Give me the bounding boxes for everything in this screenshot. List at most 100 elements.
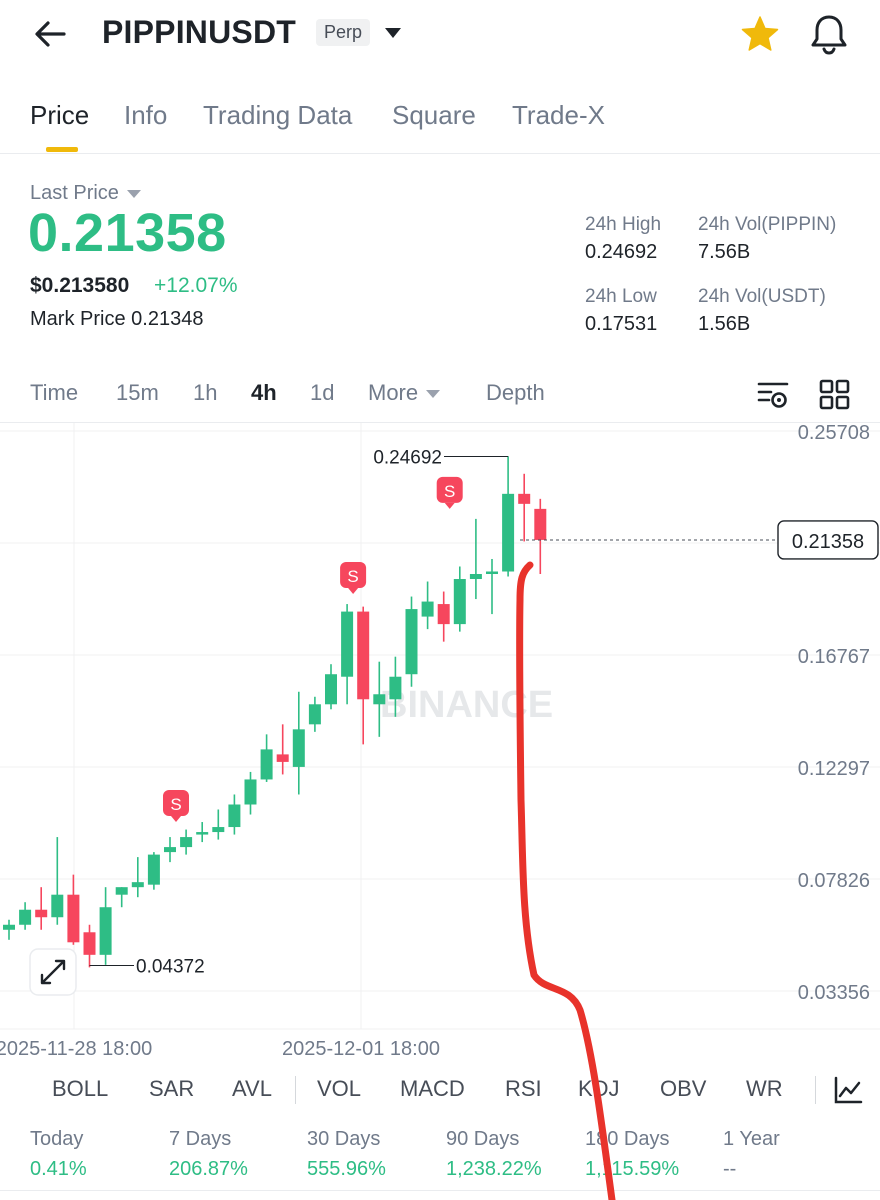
mark-price-row: Mark Price 0.21348: [30, 308, 203, 331]
tab-square[interactable]: Square: [392, 100, 476, 130]
interval-15m[interactable]: 15m: [116, 380, 159, 405]
interval-more[interactable]: More: [368, 380, 441, 406]
indicator-chart-icon[interactable]: [832, 1074, 864, 1106]
candle: [115, 887, 128, 895]
contract-type-badge: Perp: [316, 19, 371, 46]
chart-settings-icon[interactable]: [755, 376, 791, 412]
interval-more-label: More: [368, 380, 419, 405]
candle: [276, 754, 289, 762]
perf-today-value: 0.41%: [30, 1158, 87, 1180]
candle: [373, 694, 386, 705]
candle: [534, 508, 547, 540]
high-marker-label: 0.24692: [373, 447, 442, 468]
candle: [3, 924, 15, 930]
indicator-bar: BOLL SAR AVL VOL MACD RSI KDJ OBV WR: [0, 1066, 880, 1114]
candle: [341, 611, 354, 677]
depth-tab[interactable]: Depth: [486, 380, 545, 405]
indicator-avl[interactable]: AVL: [232, 1076, 272, 1101]
interval-1h[interactable]: 1h: [193, 380, 218, 405]
sell-marker: [436, 476, 463, 503]
candle: [308, 704, 321, 725]
high-24h-label: 24h High: [585, 214, 662, 235]
x-tick-label: 2025-11-28 18:00: [0, 1038, 152, 1060]
indicator-obv[interactable]: OBV: [660, 1076, 707, 1101]
star-icon[interactable]: [740, 14, 780, 54]
interval-1d[interactable]: 1d: [310, 380, 335, 405]
y-tick-label: 0.16767: [798, 646, 870, 668]
perf-1y-value: --: [723, 1158, 737, 1180]
perf-7d-label: 7 Days: [169, 1128, 232, 1150]
sell-marker-label: S: [170, 795, 181, 814]
chart-canvas[interactable]: BINANCE 0.25708 0.16767 0.12297 0.07826 0.03…: [0, 422, 880, 1071]
low-marker-label: 0.04372: [136, 957, 205, 978]
vol-quote-label: 24h Vol(USDT): [698, 286, 826, 307]
price-change-percent: +12.07%: [154, 274, 238, 297]
expand-icon[interactable]: [29, 948, 77, 996]
tab-trade-x[interactable]: Trade-X: [512, 100, 605, 130]
indicator-vol[interactable]: VOL: [317, 1076, 362, 1101]
candle: [212, 827, 225, 833]
candle: [469, 574, 482, 580]
chevron-down-icon[interactable]: [382, 24, 404, 42]
candle: [51, 894, 64, 918]
candle: [35, 909, 48, 918]
y-tick-label: 0.03356: [798, 982, 870, 1004]
indicator-boll[interactable]: BOLL: [52, 1076, 109, 1101]
bell-icon[interactable]: [808, 12, 850, 56]
indicator-rsi[interactable]: RSI: [505, 1076, 542, 1101]
perf-180d-label: 180 Days: [585, 1128, 670, 1150]
candle: [389, 676, 402, 700]
last-price-selector[interactable]: Last Price: [30, 182, 141, 205]
perf-7d-value: 206.87%: [169, 1158, 248, 1180]
perf-90d-value: 1,238.22%: [446, 1158, 542, 1180]
current-price-label: 0.21358: [792, 531, 864, 553]
usd-price: $0.213580: [30, 274, 130, 297]
candle: [67, 894, 80, 943]
sell-marker-label: S: [444, 482, 455, 501]
high-24h-value: 0.24692: [585, 241, 658, 263]
tab-trading-data[interactable]: Trading Data: [203, 100, 353, 130]
perf-today-label: Today: [30, 1128, 84, 1150]
top-bar: PIPPINUSDT Perp: [0, 0, 880, 70]
perf-90d-label: 90 Days: [446, 1128, 520, 1150]
sell-marker-pointer: [171, 816, 181, 823]
mark-price-label: Mark Price: [30, 308, 126, 330]
sell-marker-pointer: [348, 588, 359, 595]
candle: [147, 854, 160, 885]
vol-quote-value: 1.56B: [698, 313, 751, 335]
tab-price[interactable]: Price: [30, 100, 90, 130]
y-tick-label: 0.07826: [798, 870, 870, 892]
candle: [228, 804, 241, 828]
interval-4h[interactable]: 4h: [251, 380, 277, 405]
interval-bar: Time 15m 1h 4h 1d More Depth: [0, 372, 880, 416]
candle: [99, 907, 112, 955]
main-tabs: Price Info Trading Data Square Trade-X: [0, 86, 880, 154]
divider: [0, 1190, 880, 1191]
arrow-left-icon[interactable]: [28, 14, 72, 54]
tab-info[interactable]: Info: [124, 100, 168, 130]
low-24h-label: 24h Low: [585, 286, 657, 307]
grid-layout-icon[interactable]: [816, 376, 852, 412]
indicator-wr[interactable]: WR: [746, 1076, 783, 1101]
indicator-sar[interactable]: SAR: [149, 1076, 195, 1101]
sell-marker-label: S: [347, 567, 358, 586]
current-price-badge: [777, 520, 879, 560]
last-price-label: Last Price: [30, 182, 119, 204]
active-tab-indicator: [46, 147, 78, 152]
candle: [421, 601, 434, 617]
mark-price-value: 0.21348: [131, 308, 204, 330]
candlestick-chart[interactable]: BINANCE 0.25708 0.16767 0.12297 0.07826 0.03…: [0, 422, 880, 1070]
candle: [260, 749, 273, 780]
last-price-value: 0.21358: [28, 203, 227, 263]
indicator-kdj[interactable]: KDJ: [578, 1076, 620, 1101]
symbol-title[interactable]: PIPPINUSDT: [102, 14, 297, 50]
perf-30d-label: 30 Days: [307, 1128, 381, 1150]
indicator-divider: [295, 1076, 296, 1104]
x-tick-label: 2025-12-01 18:00: [282, 1038, 440, 1060]
candle: [196, 832, 209, 835]
candle: [518, 493, 531, 504]
indicator-macd[interactable]: MACD: [400, 1076, 465, 1101]
perf-180d-value: 1,115.59%: [585, 1158, 680, 1180]
interval-time[interactable]: Time: [30, 380, 79, 405]
candle: [437, 604, 450, 625]
